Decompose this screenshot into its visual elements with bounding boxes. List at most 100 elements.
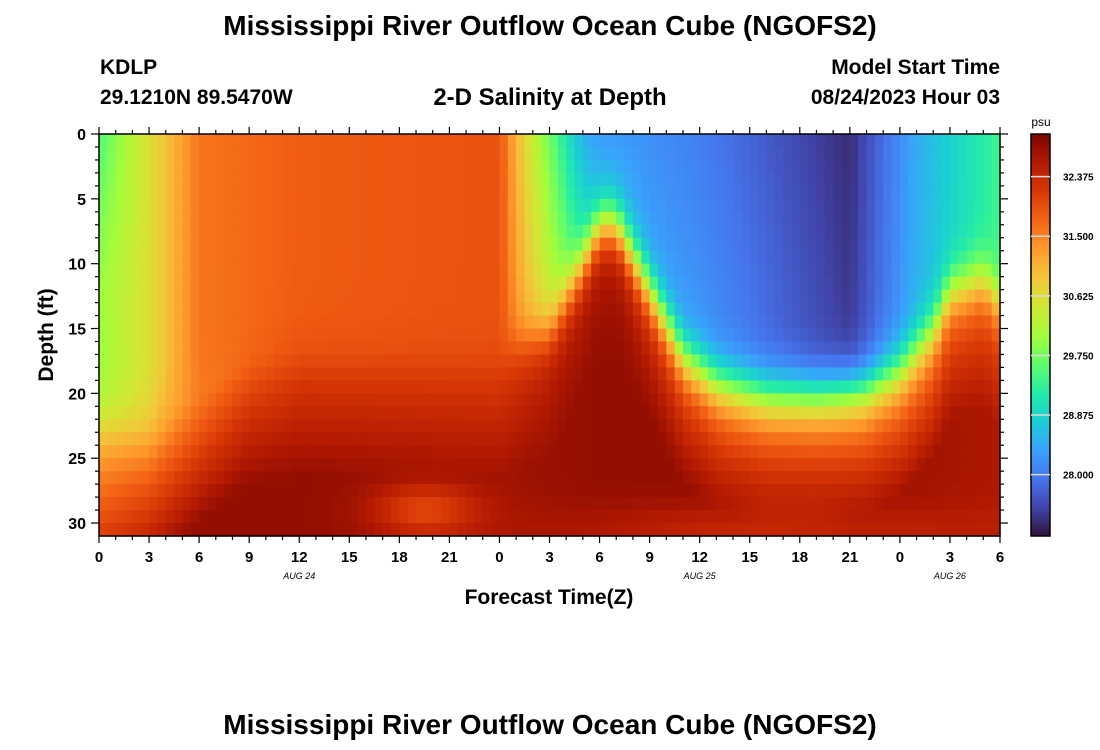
heatmap-cell xyxy=(991,341,1001,356)
heatmap-cell xyxy=(858,523,868,537)
heatmap-cell xyxy=(265,263,275,278)
heatmap-cell xyxy=(974,393,984,407)
heatmap-cell xyxy=(616,380,626,394)
heatmap-cell xyxy=(599,367,609,381)
heatmap-cell xyxy=(749,341,759,356)
heatmap-cell xyxy=(157,263,167,278)
heatmap-cell xyxy=(566,276,576,291)
heatmap-cell xyxy=(591,302,601,317)
heatmap-cell xyxy=(215,315,225,330)
heatmap-cell xyxy=(607,419,617,433)
heatmap-cell xyxy=(824,198,834,213)
heatmap-cell xyxy=(966,458,976,472)
heatmap-cell xyxy=(824,315,834,330)
heatmap-cell xyxy=(182,159,192,174)
heatmap-cell xyxy=(808,328,818,343)
heatmap-cell xyxy=(466,497,476,511)
heatmap-cell xyxy=(958,237,968,252)
heatmap-cell xyxy=(866,367,876,381)
heatmap-cell xyxy=(541,276,551,291)
heatmap-cell xyxy=(632,510,642,524)
heatmap-cell xyxy=(232,263,242,278)
heatmap-cell xyxy=(716,471,726,485)
heatmap-cell xyxy=(182,172,192,187)
heatmap-cell xyxy=(849,393,859,407)
heatmap-cell xyxy=(741,302,751,317)
heatmap-cell xyxy=(791,198,801,213)
heatmap-cell xyxy=(874,302,884,317)
heatmap-cell xyxy=(374,224,384,239)
heatmap-cell xyxy=(949,380,959,394)
heatmap-cell xyxy=(574,380,584,394)
heatmap-cell xyxy=(365,211,375,226)
heatmap-cell xyxy=(916,406,926,420)
heatmap-cell xyxy=(632,445,642,459)
heatmap-cell xyxy=(674,159,684,174)
heatmap-cell xyxy=(783,146,793,161)
heatmap-cell xyxy=(165,263,175,278)
heatmap-cell xyxy=(382,224,392,239)
heatmap-cell xyxy=(908,510,918,524)
heatmap-cell xyxy=(833,497,843,511)
heatmap-cell xyxy=(157,211,167,226)
heatmap-cell xyxy=(841,393,851,407)
heatmap-cell xyxy=(849,198,859,213)
heatmap-cell xyxy=(407,380,417,394)
heatmap-cell xyxy=(766,341,776,356)
heatmap-cell xyxy=(491,445,501,459)
heatmap-cell xyxy=(265,276,275,291)
heatmap-cell xyxy=(616,134,626,148)
heatmap-cell xyxy=(849,367,859,381)
heatmap-cell xyxy=(607,458,617,472)
heatmap-cell xyxy=(315,211,325,226)
heatmap-cell xyxy=(708,458,717,472)
heatmap-cell xyxy=(299,471,309,485)
heatmap-cell xyxy=(340,354,350,369)
heatmap-cell xyxy=(657,302,667,317)
heatmap-cell xyxy=(649,432,659,446)
heatmap-cell xyxy=(866,289,876,304)
heatmap-cell xyxy=(290,302,300,317)
heatmap-cell xyxy=(407,510,417,524)
heatmap-cell xyxy=(783,432,793,446)
heatmap-cell xyxy=(424,146,434,161)
heatmap-cell xyxy=(741,198,751,213)
heatmap-cell xyxy=(507,367,517,381)
heatmap-cell xyxy=(849,224,859,239)
heatmap-cell xyxy=(149,159,158,174)
heatmap-cell xyxy=(382,380,392,394)
heatmap-cell xyxy=(557,458,567,472)
heatmap-cell xyxy=(549,354,559,369)
heatmap-cell xyxy=(641,224,651,239)
heatmap-cell xyxy=(240,419,250,433)
heatmap-cell xyxy=(115,458,125,472)
heatmap-cell xyxy=(182,237,192,252)
heatmap-cell xyxy=(924,276,934,291)
heatmap-cell xyxy=(841,471,851,485)
heatmap-cell xyxy=(474,523,484,537)
heatmap-cell xyxy=(491,276,501,291)
heatmap-cell xyxy=(783,302,793,317)
heatmap-cell xyxy=(299,484,309,498)
heatmap-cell xyxy=(541,380,551,394)
heatmap-cell xyxy=(190,341,200,356)
heatmap-cell xyxy=(99,276,108,291)
heatmap-cell xyxy=(966,263,976,278)
heatmap-cell xyxy=(891,341,901,356)
heatmap-cell xyxy=(532,328,542,343)
heatmap-cell xyxy=(124,341,133,356)
heatmap-cell xyxy=(382,484,392,498)
heatmap-cell xyxy=(716,497,726,511)
heatmap-cell xyxy=(599,406,609,420)
heatmap-cell xyxy=(140,263,150,278)
heatmap-cell xyxy=(357,224,367,239)
heatmap-cell xyxy=(499,419,509,433)
heatmap-cell xyxy=(207,315,217,330)
heatmap-cell xyxy=(432,263,442,278)
heatmap-cell xyxy=(124,380,133,394)
heatmap-cell xyxy=(307,198,317,213)
heatmap-cell xyxy=(841,211,851,226)
heatmap-cell xyxy=(491,263,501,278)
heatmap-cell xyxy=(115,497,125,511)
heatmap-cell xyxy=(132,497,142,511)
